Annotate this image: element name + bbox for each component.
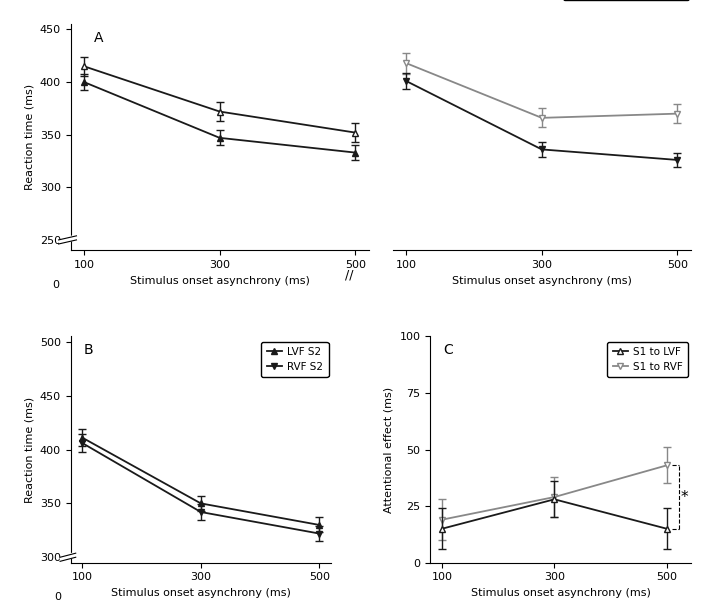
Text: A: A — [94, 31, 104, 45]
Y-axis label: Reaction time (ms): Reaction time (ms) — [24, 396, 34, 503]
Text: B: B — [83, 343, 93, 357]
Y-axis label: Reaction time (ms): Reaction time (ms) — [24, 84, 34, 191]
Legend: LVF S2, RVF S2: LVF S2, RVF S2 — [262, 342, 329, 378]
X-axis label: Stimulus onset asynchrony (ms): Stimulus onset asynchrony (ms) — [111, 588, 290, 598]
Text: //: // — [345, 269, 353, 282]
X-axis label: Stimulus onset asynchrony (ms): Stimulus onset asynchrony (ms) — [130, 276, 309, 286]
Text: C: C — [443, 343, 453, 357]
X-axis label: Stimulus onset asynchrony (ms): Stimulus onset asynchrony (ms) — [452, 276, 632, 286]
Text: 0: 0 — [54, 592, 61, 602]
Y-axis label: Attentional effect (ms): Attentional effect (ms) — [384, 387, 394, 512]
Text: 0: 0 — [52, 280, 59, 290]
Legend: S1 to LVF, S1 to RVF: S1 to LVF, S1 to RVF — [607, 342, 688, 378]
Text: *: * — [681, 489, 688, 505]
X-axis label: Stimulus onset asynchrony (ms): Stimulus onset asynchrony (ms) — [471, 588, 651, 598]
